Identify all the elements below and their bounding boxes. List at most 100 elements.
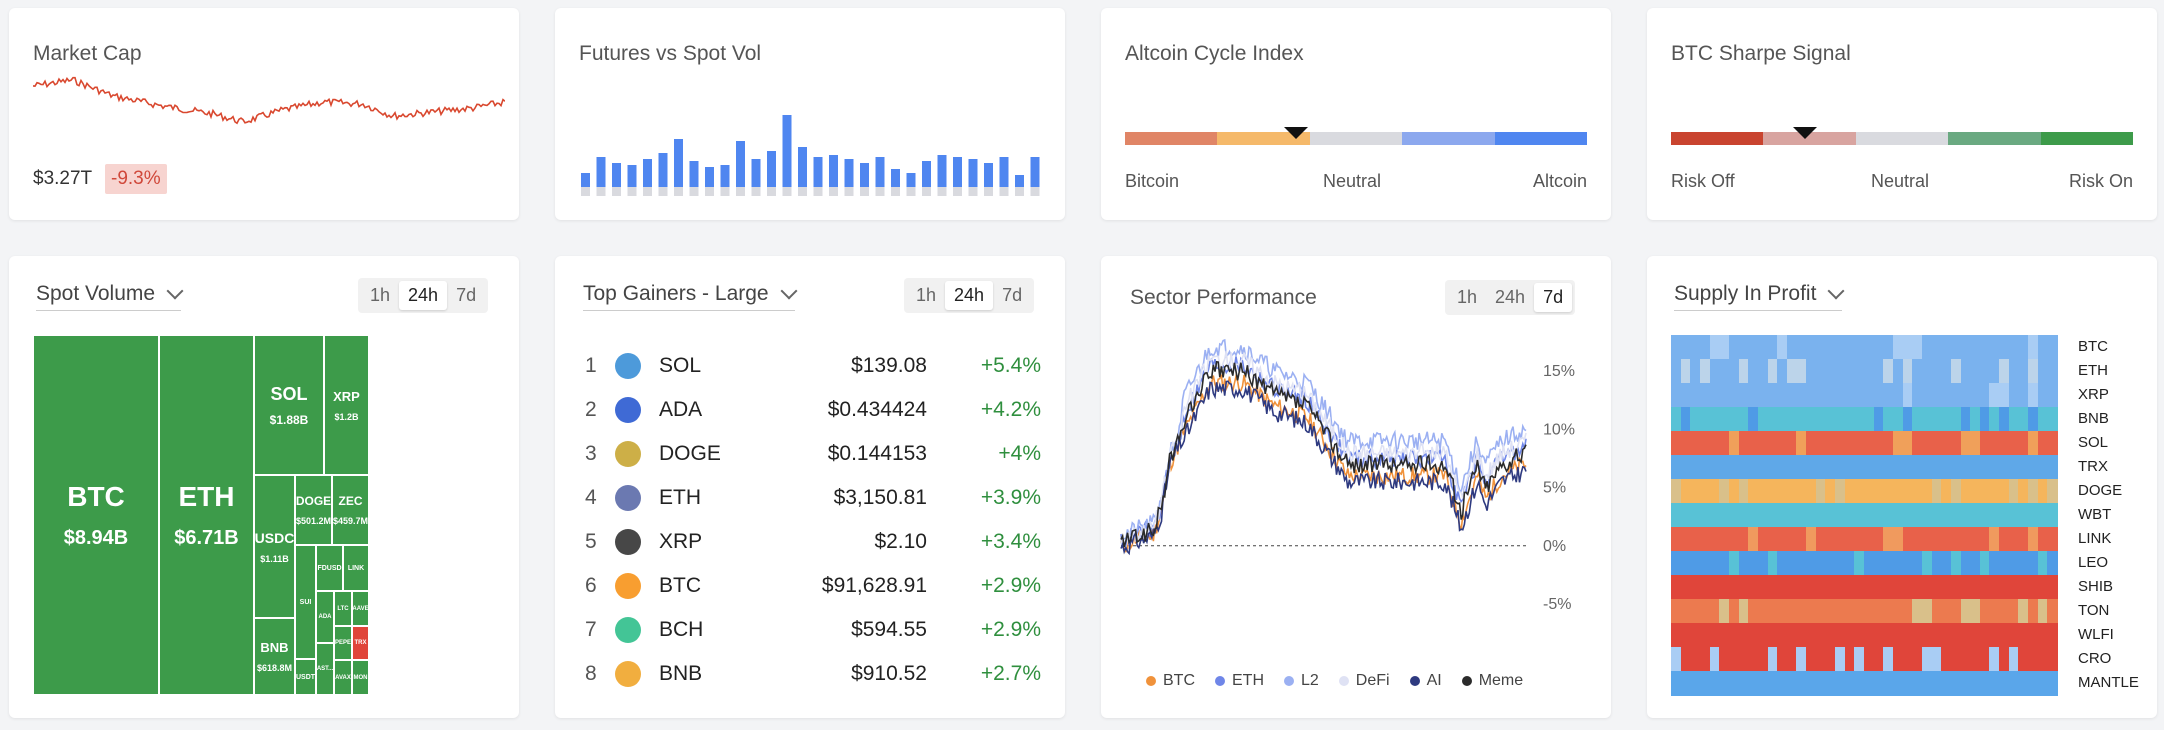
treemap-tile-aave[interactable]: AAVE: [352, 591, 369, 626]
heat-cell: [1960, 647, 1971, 672]
treemap-tile-xrp[interactable]: XRP $1.2B: [324, 335, 369, 475]
tf-1h[interactable]: 1h: [916, 285, 937, 305]
heat-cell: [2018, 647, 2029, 672]
treemap-tile-sui[interactable]: SUI: [295, 545, 316, 659]
treemap-tile-usdt[interactable]: USDT: [295, 659, 316, 695]
heat-cell: [1902, 479, 1913, 504]
gainer-row[interactable]: 2 ADA $0.434424 +4.2%: [555, 388, 1065, 432]
legend-item[interactable]: Meme: [1461, 672, 1523, 690]
gainer-row[interactable]: 8 BNB $910.52 +2.7%: [555, 652, 1065, 696]
tf-1h[interactable]: 1h: [370, 285, 391, 305]
heat-cell: [1738, 623, 1749, 648]
market-cap-card[interactable]: Market Cap $3.27T -9.3%: [9, 8, 519, 220]
tf-24h[interactable]: 24h: [945, 281, 994, 310]
spot-bar: [1030, 187, 1040, 196]
heat-cell: [1960, 455, 1971, 480]
treemap-tile-eth[interactable]: ETH $6.71B: [159, 335, 254, 695]
altcoin-cycle-title: Altcoin Cycle Index: [1125, 42, 1304, 65]
heat-cell: [1864, 455, 1875, 480]
heat-cell: [1883, 599, 1894, 624]
heat-cell: [1738, 383, 1749, 408]
heat-cell: [1825, 623, 1836, 648]
heat-cell: [1777, 503, 1788, 528]
legend-item[interactable]: AI: [1409, 672, 1442, 690]
futures-vol-card[interactable]: Futures vs Spot Vol: [555, 8, 1065, 220]
supply-profit-dropdown[interactable]: Supply In Profit: [1674, 282, 1845, 311]
series-line-defi: [1120, 350, 1527, 545]
treemap-tile-link[interactable]: LINK: [343, 545, 369, 591]
heat-cell: [1989, 503, 2000, 528]
tf-24h[interactable]: 24h: [399, 281, 448, 310]
heat-cell: [1806, 647, 1817, 672]
coin-label: TON: [2078, 602, 2110, 619]
heat-cell: [1709, 671, 1720, 696]
legend-item[interactable]: ETH: [1215, 672, 1264, 690]
treemap-tile-pepe[interactable]: PEPE: [334, 626, 352, 660]
gainer-row[interactable]: 4 ETH $3,150.81 +3.9%: [555, 476, 1065, 520]
treemap-tile-bnb[interactable]: BNB $618.8M: [254, 618, 295, 695]
sharpe-label-risk-on: Risk On: [2068, 171, 2133, 191]
tf-7d[interactable]: 7d: [1002, 285, 1023, 305]
treemap-tile-avax[interactable]: AVAX: [334, 660, 352, 695]
supply-profit-card[interactable]: Supply In Profit BTC ETH XRP BNB SOL TRX DOGE W…: [1647, 256, 2157, 718]
heat-cell: [1999, 575, 2010, 600]
top-gainers-dropdown[interactable]: Top Gainers - Large: [583, 282, 798, 311]
treemap-tile-ltc[interactable]: LTC: [334, 591, 352, 626]
sharpe-card[interactable]: BTC Sharpe Signal Risk Off Neutral Risk …: [1647, 8, 2157, 220]
heat-cell: [1728, 575, 1740, 600]
supply-profit-coin-labels: BTC ETH XRP BNB SOL TRX DOGE WBT LINK LEO SHIB TON W…: [2078, 335, 2148, 695]
top-gainers-card[interactable]: Top Gainers - Large 1h 24h 7d 1 SOL $139.0…: [555, 256, 1065, 718]
heat-cell: [1854, 647, 1865, 672]
market-cap-title: Market Cap: [33, 42, 142, 65]
treemap-tile-btc[interactable]: BTC $8.94B: [33, 335, 159, 695]
gainer-row[interactable]: 6 BTC $91,628.91 +2.9%: [555, 564, 1065, 608]
spot-volume-card[interactable]: Spot Volume 1h 24h 7d BTC $8.94B ETH $6.71B…: [9, 256, 519, 718]
bitcoin-icon: [615, 573, 641, 599]
tf-24h[interactable]: 24h: [1495, 287, 1526, 307]
treemap-tile-usdc[interactable]: USDC $1.11B: [254, 475, 295, 618]
gainer-row[interactable]: 1 SOL $139.08 +5.4%: [555, 344, 1065, 388]
heat-cell: [2018, 599, 2029, 624]
heat-cell: [1738, 455, 1749, 480]
heat-cell: [2008, 599, 2019, 624]
heat-cell: [1960, 671, 1971, 696]
change: +3.9%: [980, 486, 1041, 509]
market-cap-value: $3.27T: [33, 168, 93, 189]
legend-item[interactable]: BTC: [1146, 672, 1195, 690]
futures-bar: [782, 115, 792, 187]
heat-cell: [1719, 647, 1730, 672]
altcoin-cycle-card[interactable]: Altcoin Cycle Index Bitcoin Neutral Altc…: [1101, 8, 1611, 220]
spot-bar: [860, 187, 869, 196]
heat-cell: [1796, 359, 1807, 384]
bitcoin-cash-icon: [615, 617, 641, 643]
gainer-row[interactable]: 3 DOGE $0.144153 +4%: [555, 432, 1065, 476]
gainer-row[interactable]: 7 BCH $594.55 +2.9%: [555, 608, 1065, 652]
heat-cell: [1767, 623, 1778, 648]
treemap-tile-fdusd[interactable]: FDUSD: [316, 545, 343, 591]
treemap-tile-ast[interactable]: AST...: [316, 643, 334, 695]
heat-cell: [1892, 407, 1904, 432]
treemap-tile-mon[interactable]: MON: [352, 660, 369, 695]
gainer-row[interactable]: 5 XRP $2.10 +3.4%: [555, 520, 1065, 564]
heat-cell: [2018, 359, 2029, 384]
tf-7d[interactable]: 7d: [456, 285, 477, 305]
treemap-tile-trx[interactable]: TRX: [352, 626, 369, 660]
tile-value: $1.11B: [260, 553, 289, 564]
tf-1h[interactable]: 1h: [1457, 287, 1478, 307]
treemap-tile-doge[interactable]: DOGE $501.2M: [295, 475, 332, 545]
legend-item[interactable]: DeFi: [1338, 672, 1390, 690]
heat-cell: [1719, 527, 1730, 552]
heat-cell: [1873, 407, 1884, 432]
treemap-tile-zec[interactable]: ZEC $459.7M: [332, 475, 369, 545]
treemap-tile-ada[interactable]: ADA: [316, 591, 334, 643]
treemap-tile-sol[interactable]: SOL $1.88B: [254, 335, 324, 475]
spot-bar: [1015, 187, 1024, 196]
heat-cell: [1815, 527, 1826, 552]
legend-item[interactable]: L2: [1284, 672, 1319, 690]
heat-cell: [1815, 599, 1826, 624]
tf-7d[interactable]: 7d: [1534, 283, 1573, 312]
heat-cell: [2018, 335, 2029, 360]
rank: 8: [585, 662, 597, 685]
spot-volume-dropdown[interactable]: Spot Volume: [36, 282, 184, 311]
sector-performance-card[interactable]: Sector Performance 1h 24h 7d 15% 10% 5% 0% -…: [1101, 256, 1611, 718]
